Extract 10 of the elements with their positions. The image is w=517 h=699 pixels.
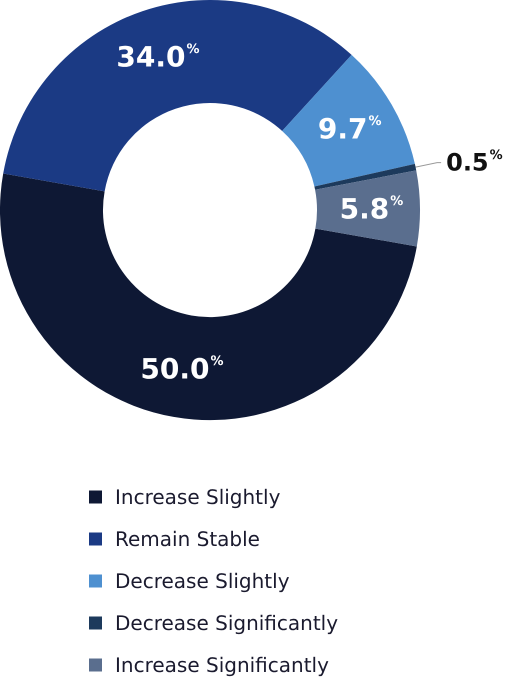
legend-label: Decrease Significantly bbox=[115, 611, 338, 635]
data-label: 9.7% bbox=[318, 112, 382, 146]
data-label: 34.0% bbox=[116, 40, 200, 74]
data-label: 50.0% bbox=[140, 352, 224, 386]
legend-label: Increase Significantly bbox=[115, 653, 330, 677]
legend-label: Decrease Slightly bbox=[115, 569, 290, 593]
data-label: 0.5% bbox=[446, 148, 503, 177]
legend-label: Remain Stable bbox=[115, 527, 260, 551]
data-label: 5.8% bbox=[340, 192, 404, 226]
legend-label: Increase Slightly bbox=[115, 485, 281, 509]
